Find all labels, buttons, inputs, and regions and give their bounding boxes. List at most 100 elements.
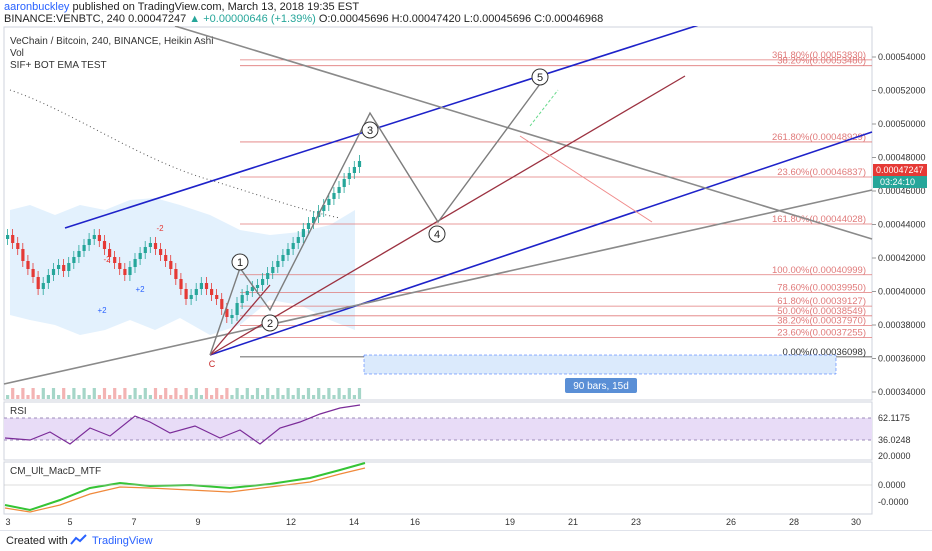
price-tick-7: 0.00040000	[878, 287, 926, 297]
time-tick-0: 3	[5, 517, 10, 527]
volume-bar	[57, 395, 61, 399]
pitch-line[interactable]	[209, 75, 686, 356]
candle-body	[6, 235, 10, 239]
volume-bar	[102, 388, 107, 399]
price-tick-9: 0.00036000	[878, 354, 926, 364]
wave-label-5: 5	[537, 72, 543, 84]
resistance-trendline[interactable]	[174, 26, 873, 240]
candle-body	[72, 257, 76, 263]
volume-bar	[291, 395, 295, 399]
volume-bar	[97, 395, 101, 399]
candle-body	[342, 179, 346, 187]
candle-body	[77, 251, 81, 257]
channel-upper-line[interactable]	[64, 26, 780, 229]
footer: Created with TradingView	[0, 530, 932, 551]
price-tick-6: 0.00042000	[878, 253, 926, 263]
volume-bar	[153, 388, 158, 399]
candle-body	[82, 245, 86, 251]
ohlc-values: O:0.00045696 H:0.00047420 L:0.00045696 C…	[318, 13, 604, 25]
volume-bar	[128, 395, 132, 399]
volume-bar	[113, 388, 117, 399]
volume-bar	[276, 388, 280, 399]
volume-bar	[235, 388, 239, 399]
fib-label-3: 23.60%(0.00046837)	[777, 167, 866, 178]
candle-body	[235, 303, 239, 315]
candle-body	[128, 267, 132, 275]
price-chart[interactable]: 361.80%(0.00053830)38.20%(0.00053480)261…	[0, 26, 932, 530]
time-tick-3: 9	[195, 517, 200, 527]
candle-body	[215, 295, 219, 299]
fib-label-2: 261.80%(0.00048929)	[772, 132, 866, 143]
bollinger-band	[10, 198, 355, 335]
range-label: 90 bars, 15d	[573, 381, 629, 392]
volume-bar	[133, 388, 137, 399]
volume-bar	[352, 395, 356, 399]
volume-bar	[204, 388, 209, 399]
candle-body	[301, 229, 305, 237]
candle-body	[210, 289, 214, 295]
fib-label-6: 78.60%(0.00039950)	[777, 282, 866, 293]
candle-body	[62, 265, 66, 271]
channel-lower-line[interactable]	[209, 131, 873, 356]
volume-bar	[87, 395, 91, 399]
volume-bar	[296, 388, 300, 399]
time-tick-9: 23	[631, 517, 641, 527]
tradingview-link[interactable]: TradingView	[92, 535, 153, 547]
wave-label-C: C	[209, 359, 216, 369]
volume-bar	[118, 395, 122, 399]
candle-body	[113, 257, 117, 263]
fib-label-9: 38.20%(0.00037970)	[777, 316, 866, 327]
macd-signal-line	[4, 467, 366, 513]
candle-body	[16, 243, 20, 249]
candle-body	[97, 235, 101, 241]
volume-bar	[337, 388, 341, 399]
candle-body	[266, 273, 270, 279]
volume-bar	[250, 395, 254, 399]
rsi-line	[4, 404, 361, 445]
elliott-wave-path[interactable]	[209, 83, 541, 356]
candle-body	[153, 243, 158, 249]
volume-bar	[255, 388, 260, 399]
volume-bar	[261, 395, 265, 399]
candles	[6, 155, 362, 399]
rsi-band	[4, 418, 872, 440]
candle-body	[296, 237, 300, 243]
volume-bar	[164, 388, 168, 399]
volume-bar	[51, 388, 56, 399]
chart-header: aaronbuckley published on TradingView.co…	[0, 0, 932, 26]
candle-body	[123, 269, 127, 275]
price-tick-1: 0.00052000	[878, 86, 926, 96]
price-tick-8: 0.00038000	[878, 320, 926, 330]
time-tick-7: 19	[505, 517, 515, 527]
volume-bar	[286, 388, 290, 399]
candle-body	[357, 161, 362, 167]
range-measure-box[interactable]	[363, 354, 837, 375]
time-tick-1: 5	[67, 517, 72, 527]
volume-bar	[357, 388, 362, 399]
candle-body	[240, 295, 244, 303]
candle-body	[312, 217, 316, 223]
time-tick-11: 28	[789, 517, 799, 527]
signal-label-1: -2	[156, 224, 164, 233]
volume-bar	[159, 395, 163, 399]
signal-label-3: +2	[135, 285, 145, 294]
author-link[interactable]: aaronbuckley	[4, 1, 70, 13]
volume-bar	[77, 395, 81, 399]
support-trendline[interactable]	[3, 189, 873, 385]
candle-body	[322, 205, 326, 211]
wave-label-4: 4	[434, 229, 440, 241]
candle-body	[67, 263, 71, 271]
wave-circle-5	[531, 68, 549, 86]
candle-body	[250, 287, 254, 291]
tradingview-logo-icon	[70, 534, 87, 545]
candle-body	[31, 269, 35, 277]
fib-label-5: 100.00%(0.00040999)	[772, 265, 866, 276]
candle-body	[306, 223, 311, 229]
red-projection-arrow	[519, 135, 653, 223]
candle-body	[21, 249, 25, 261]
volume-bar	[46, 395, 50, 399]
wave-label-1: 1	[237, 257, 243, 269]
volume-bar	[347, 388, 351, 399]
volume-bar	[6, 395, 10, 399]
wave-label-3: 3	[367, 125, 373, 137]
